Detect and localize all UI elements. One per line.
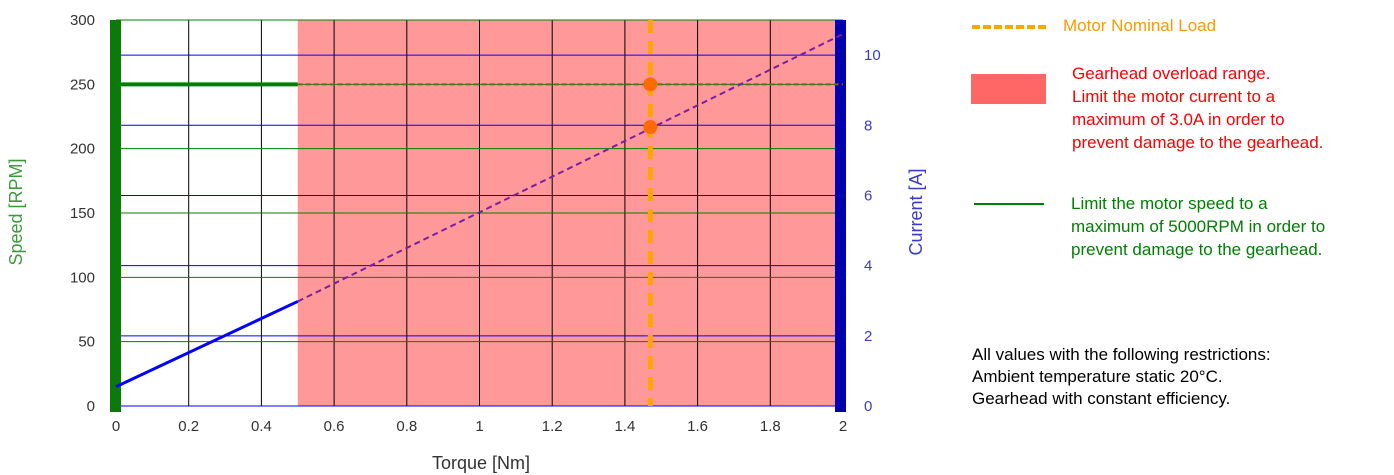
x-tick-label: 0.8 [396, 418, 417, 435]
current-axis-bar [835, 20, 846, 412]
x-tick-label: 0.6 [324, 418, 345, 435]
legend-speed-line: prevent damage to the gearhead. [1071, 240, 1323, 259]
operating-point-marker [643, 120, 658, 135]
legend-speed-swatch [974, 203, 1044, 205]
y-left-tick-label: 50 [78, 334, 95, 351]
operating-point-marker [643, 77, 658, 92]
x-tick-label: 1.2 [542, 418, 563, 435]
y-right-tick-label: 2 [864, 328, 872, 345]
legend-overload-line: maximum of 3.0A in order to [1072, 110, 1285, 129]
y-axis-left-label: Speed [RPM] [6, 158, 26, 265]
speed-axis-bar [110, 20, 121, 412]
y-left-tick-label: 100 [70, 269, 95, 286]
legend-overload-swatch [971, 74, 1046, 104]
legend-overload-line: Limit the motor current to a [1072, 87, 1276, 106]
legend-speed-text: Limit the motor speed to a maximum of 50… [1071, 192, 1394, 261]
y-axis-right-label: Current [A] [906, 168, 926, 255]
torque-speed-chart: 0 0.2 0.4 0.6 0.8 1 1.2 1.4 1.6 1.8 20501001502002… [6, 12, 926, 473]
current-line-solid [115, 300, 299, 389]
legend-overload-line: prevent damage to the gearhead. [1072, 133, 1324, 152]
y-left-tick-label: 300 [70, 12, 95, 29]
x-tick-label: 2 [839, 418, 847, 435]
y-right-tick-label: 4 [864, 258, 872, 275]
x-tick-label: 1.4 [614, 418, 635, 435]
y-right-tick-label: 8 [864, 117, 872, 134]
legend-overload-text: Gearhead overload range. Limit the motor… [1072, 62, 1394, 154]
legend-speed-line: maximum of 5000RPM in order to [1071, 217, 1326, 236]
x-tick-label: 0.4 [251, 418, 272, 435]
y-left-tick-label: 150 [70, 205, 95, 222]
legend-speed-line: Limit the motor speed to a [1071, 194, 1268, 213]
y-left-tick-label: 0 [87, 398, 95, 415]
y-left-tick-label: 250 [70, 76, 95, 93]
note-line: Gearhead with constant efficiency. [972, 389, 1231, 408]
legend-nominal-swatch [972, 25, 1046, 29]
y-right-tick-label: 0 [864, 398, 872, 415]
note-line: Ambient temperature static 20°C. [972, 367, 1223, 386]
x-tick-label: 1 [475, 418, 483, 435]
y-right-tick-label: 10 [864, 47, 881, 64]
current-line-dashed [297, 33, 844, 303]
x-tick-label: 1.6 [687, 418, 708, 435]
x-tick-label: 1.8 [760, 418, 781, 435]
x-tick-label: 0.2 [178, 418, 199, 435]
legend-overload-line: Gearhead overload range. [1072, 64, 1271, 83]
y-right-tick-label: 6 [864, 187, 872, 204]
note-line: All values with the following restrictio… [972, 345, 1271, 364]
x-axis-label: Torque [Nm] [432, 453, 530, 473]
restrictions-note: All values with the following restrictio… [972, 344, 1271, 410]
legend-nominal-text: Motor Nominal Load [1063, 16, 1217, 35]
x-tick-label: 0 [112, 418, 120, 435]
y-left-tick-label: 200 [70, 141, 95, 158]
